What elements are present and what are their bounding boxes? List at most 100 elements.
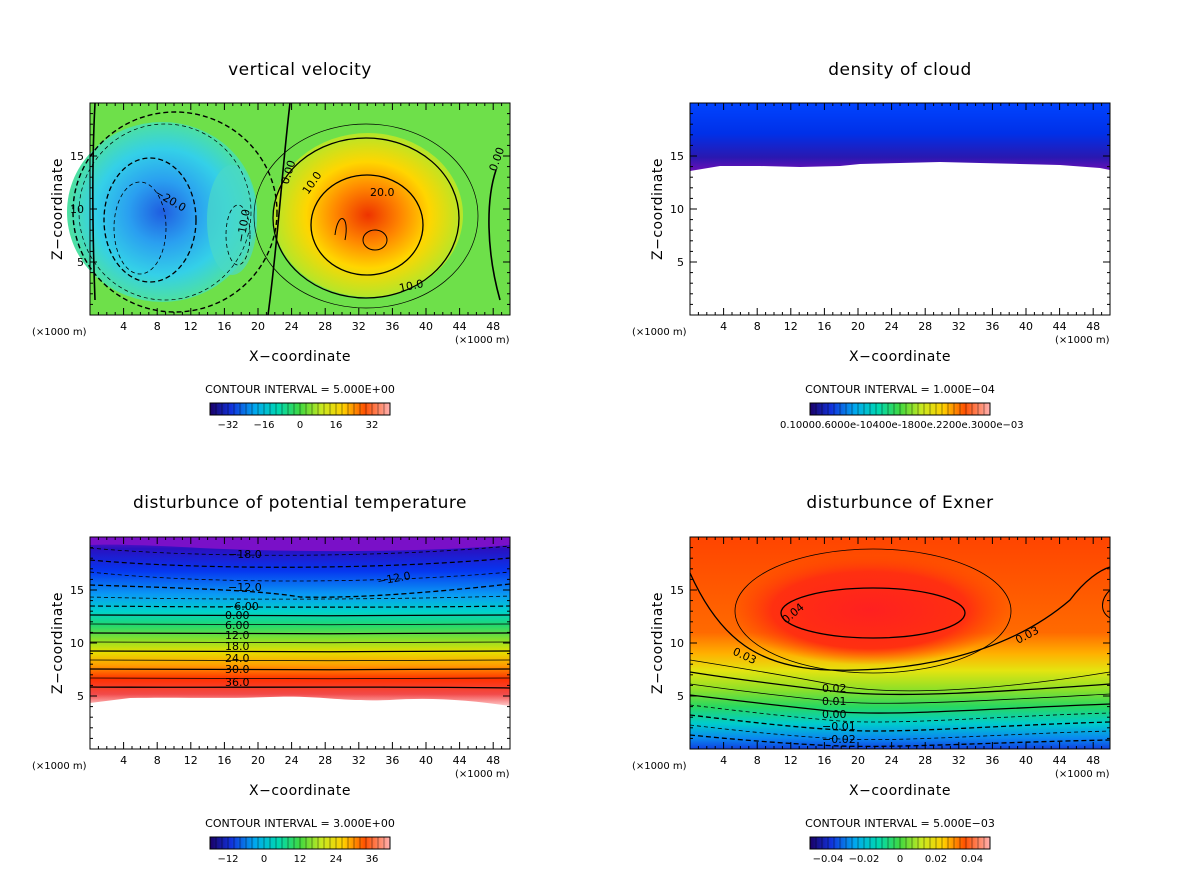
x-tick-label: 40: [419, 320, 433, 333]
contour-label: −10.0: [234, 208, 253, 243]
chart-title: disturbunce of Exner: [806, 493, 993, 513]
contour-label: 12.0: [225, 629, 250, 642]
colorbar: −0.04 −0.02 0 0.02 0.04: [809, 836, 991, 865]
x-tick-label: 16: [217, 320, 231, 333]
contour-lines: [72, 102, 501, 316]
x-tick-label: 32: [952, 320, 966, 333]
x-tick-label: 16: [817, 320, 831, 333]
field-fill: [690, 103, 1110, 171]
panel-vertical-velocity: vertical velocity 0.00 10.0 20.0: [32, 60, 511, 431]
x-axis: 4 8 12 16 20 24 28 32 36 40 44 48: [97, 103, 503, 333]
contour-label: 20.0: [370, 186, 395, 199]
y-tick-label: 10: [670, 203, 684, 216]
x-tick-label: 20: [851, 754, 865, 767]
x-axis: 4 8 12 16 20 24 28 32 36 40 44 48: [97, 537, 503, 767]
x-tick-label: 4: [120, 754, 127, 767]
x-tick-label: 8: [754, 754, 761, 767]
contour-interval: CONTOUR INTERVAL = 5.000E+00: [205, 383, 395, 396]
field-fill: [690, 537, 1110, 749]
x-axis-title: X−coordinate: [249, 783, 351, 799]
colorbar-label: 0.04: [961, 854, 983, 865]
x-tick-label: 12: [784, 320, 798, 333]
colorbar-label: 24: [330, 854, 343, 865]
colorbar: −32 −16 0 16 32: [209, 402, 391, 431]
colorbar-label: −0.04: [813, 854, 844, 865]
x-tick-label: 12: [184, 320, 198, 333]
colorbar-label: −32: [217, 420, 238, 431]
x-tick-label: 24: [285, 754, 299, 767]
x-tick-label: 4: [720, 754, 727, 767]
contour-label: 18.0: [225, 640, 250, 653]
panel-exner: disturbunce of Exner 0.04 0.03 0.03 0.02…: [632, 493, 1111, 865]
x-unit-left: (×1000 m): [632, 761, 687, 772]
x-tick-label: 20: [251, 754, 265, 767]
x-tick-label: 32: [352, 320, 366, 333]
x-tick-label: 48: [486, 320, 500, 333]
colorbar-label: 12: [294, 854, 307, 865]
y-axis-title: Z−coordinate: [50, 158, 66, 260]
x-tick-label: 12: [184, 754, 198, 767]
y-axis: 5 10 15: [70, 113, 510, 305]
x-tick-label: 32: [352, 754, 366, 767]
y-tick-label: 10: [70, 203, 84, 216]
x-tick-label: 12: [784, 754, 798, 767]
x-tick-label: 28: [918, 320, 932, 333]
contour-label: 0.00: [822, 708, 847, 721]
x-tick-label: 4: [720, 320, 727, 333]
contour-label: 0.01: [822, 695, 847, 708]
y-tick-label: 15: [70, 150, 84, 163]
x-tick-label: 24: [285, 320, 299, 333]
x-tick-label: 36: [385, 320, 399, 333]
contour-label: 0.02: [822, 682, 847, 695]
contour-label: 36.0: [225, 676, 250, 689]
contour-label: 30.0: [225, 663, 250, 676]
y-tick-label: 10: [670, 637, 684, 650]
y-tick-label: 5: [677, 690, 684, 703]
x-axis-title: X−coordinate: [849, 783, 951, 799]
x-unit-right: (×1000 m): [1055, 769, 1110, 780]
colorbar-label: 0: [261, 854, 267, 865]
x-tick-label: 48: [1086, 320, 1100, 333]
x-tick-label: 20: [851, 320, 865, 333]
x-tick-label: 48: [486, 754, 500, 767]
x-tick-label: 28: [318, 320, 332, 333]
x-tick-label: 28: [918, 754, 932, 767]
contour-lines: [689, 548, 1111, 748]
y-tick-label: 5: [77, 690, 84, 703]
x-tick-label: 36: [985, 320, 999, 333]
colorbar-label: 32: [366, 420, 379, 431]
y-tick-label: 5: [77, 256, 84, 269]
chart-title: vertical velocity: [228, 60, 372, 80]
x-tick-label: 8: [154, 320, 161, 333]
contour-label: −6.00: [225, 600, 259, 613]
y-axis-title: Z−coordinate: [650, 592, 666, 694]
contour-label: −12.0: [376, 569, 411, 588]
contour-label-group: −18.0 −12.0 −12.0 −6.00 0.00 6.00 12.0 1…: [225, 548, 412, 689]
y-axis: 5 10 15: [70, 547, 510, 739]
x-tick-label: 28: [318, 754, 332, 767]
x-axis: 4 8 12 16 20 24 28 32 36 40 44 48: [697, 103, 1103, 333]
panel-potential-temperature: disturbunce of potential temperature −18…: [32, 493, 511, 865]
y-axis-title: Z−coordinate: [50, 592, 66, 694]
x-unit-right: (×1000 m): [1055, 335, 1110, 346]
x-unit-left: (×1000 m): [32, 327, 87, 338]
x-tick-label: 44: [1053, 754, 1067, 767]
panel-density-of-cloud: density of cloud 4 8 12 16 20 24 28 32 36 40 44 48 …: [632, 60, 1111, 431]
x-tick-label: 48: [1086, 754, 1100, 767]
contour-interval: CONTOUR INTERVAL = 1.000E−04: [805, 383, 995, 396]
x-tick-label: 44: [1053, 320, 1067, 333]
chart-title: disturbunce of potential temperature: [133, 493, 467, 513]
field-fill: [67, 103, 510, 315]
y-tick-label: 10: [70, 637, 84, 650]
contour-lines: [89, 545, 511, 689]
y-tick-label: 15: [70, 584, 84, 597]
x-unit-right: (×1000 m): [455, 335, 510, 346]
contour-label: −0.01: [822, 720, 856, 733]
x-tick-label: 40: [1019, 320, 1033, 333]
colorbar-label: 16: [330, 420, 343, 431]
colorbar-label: 0.02: [925, 854, 947, 865]
x-unit-left: (×1000 m): [632, 327, 687, 338]
contour-label: −18.0: [228, 548, 262, 561]
colorbar: −12 0 12 24 36: [209, 836, 391, 865]
